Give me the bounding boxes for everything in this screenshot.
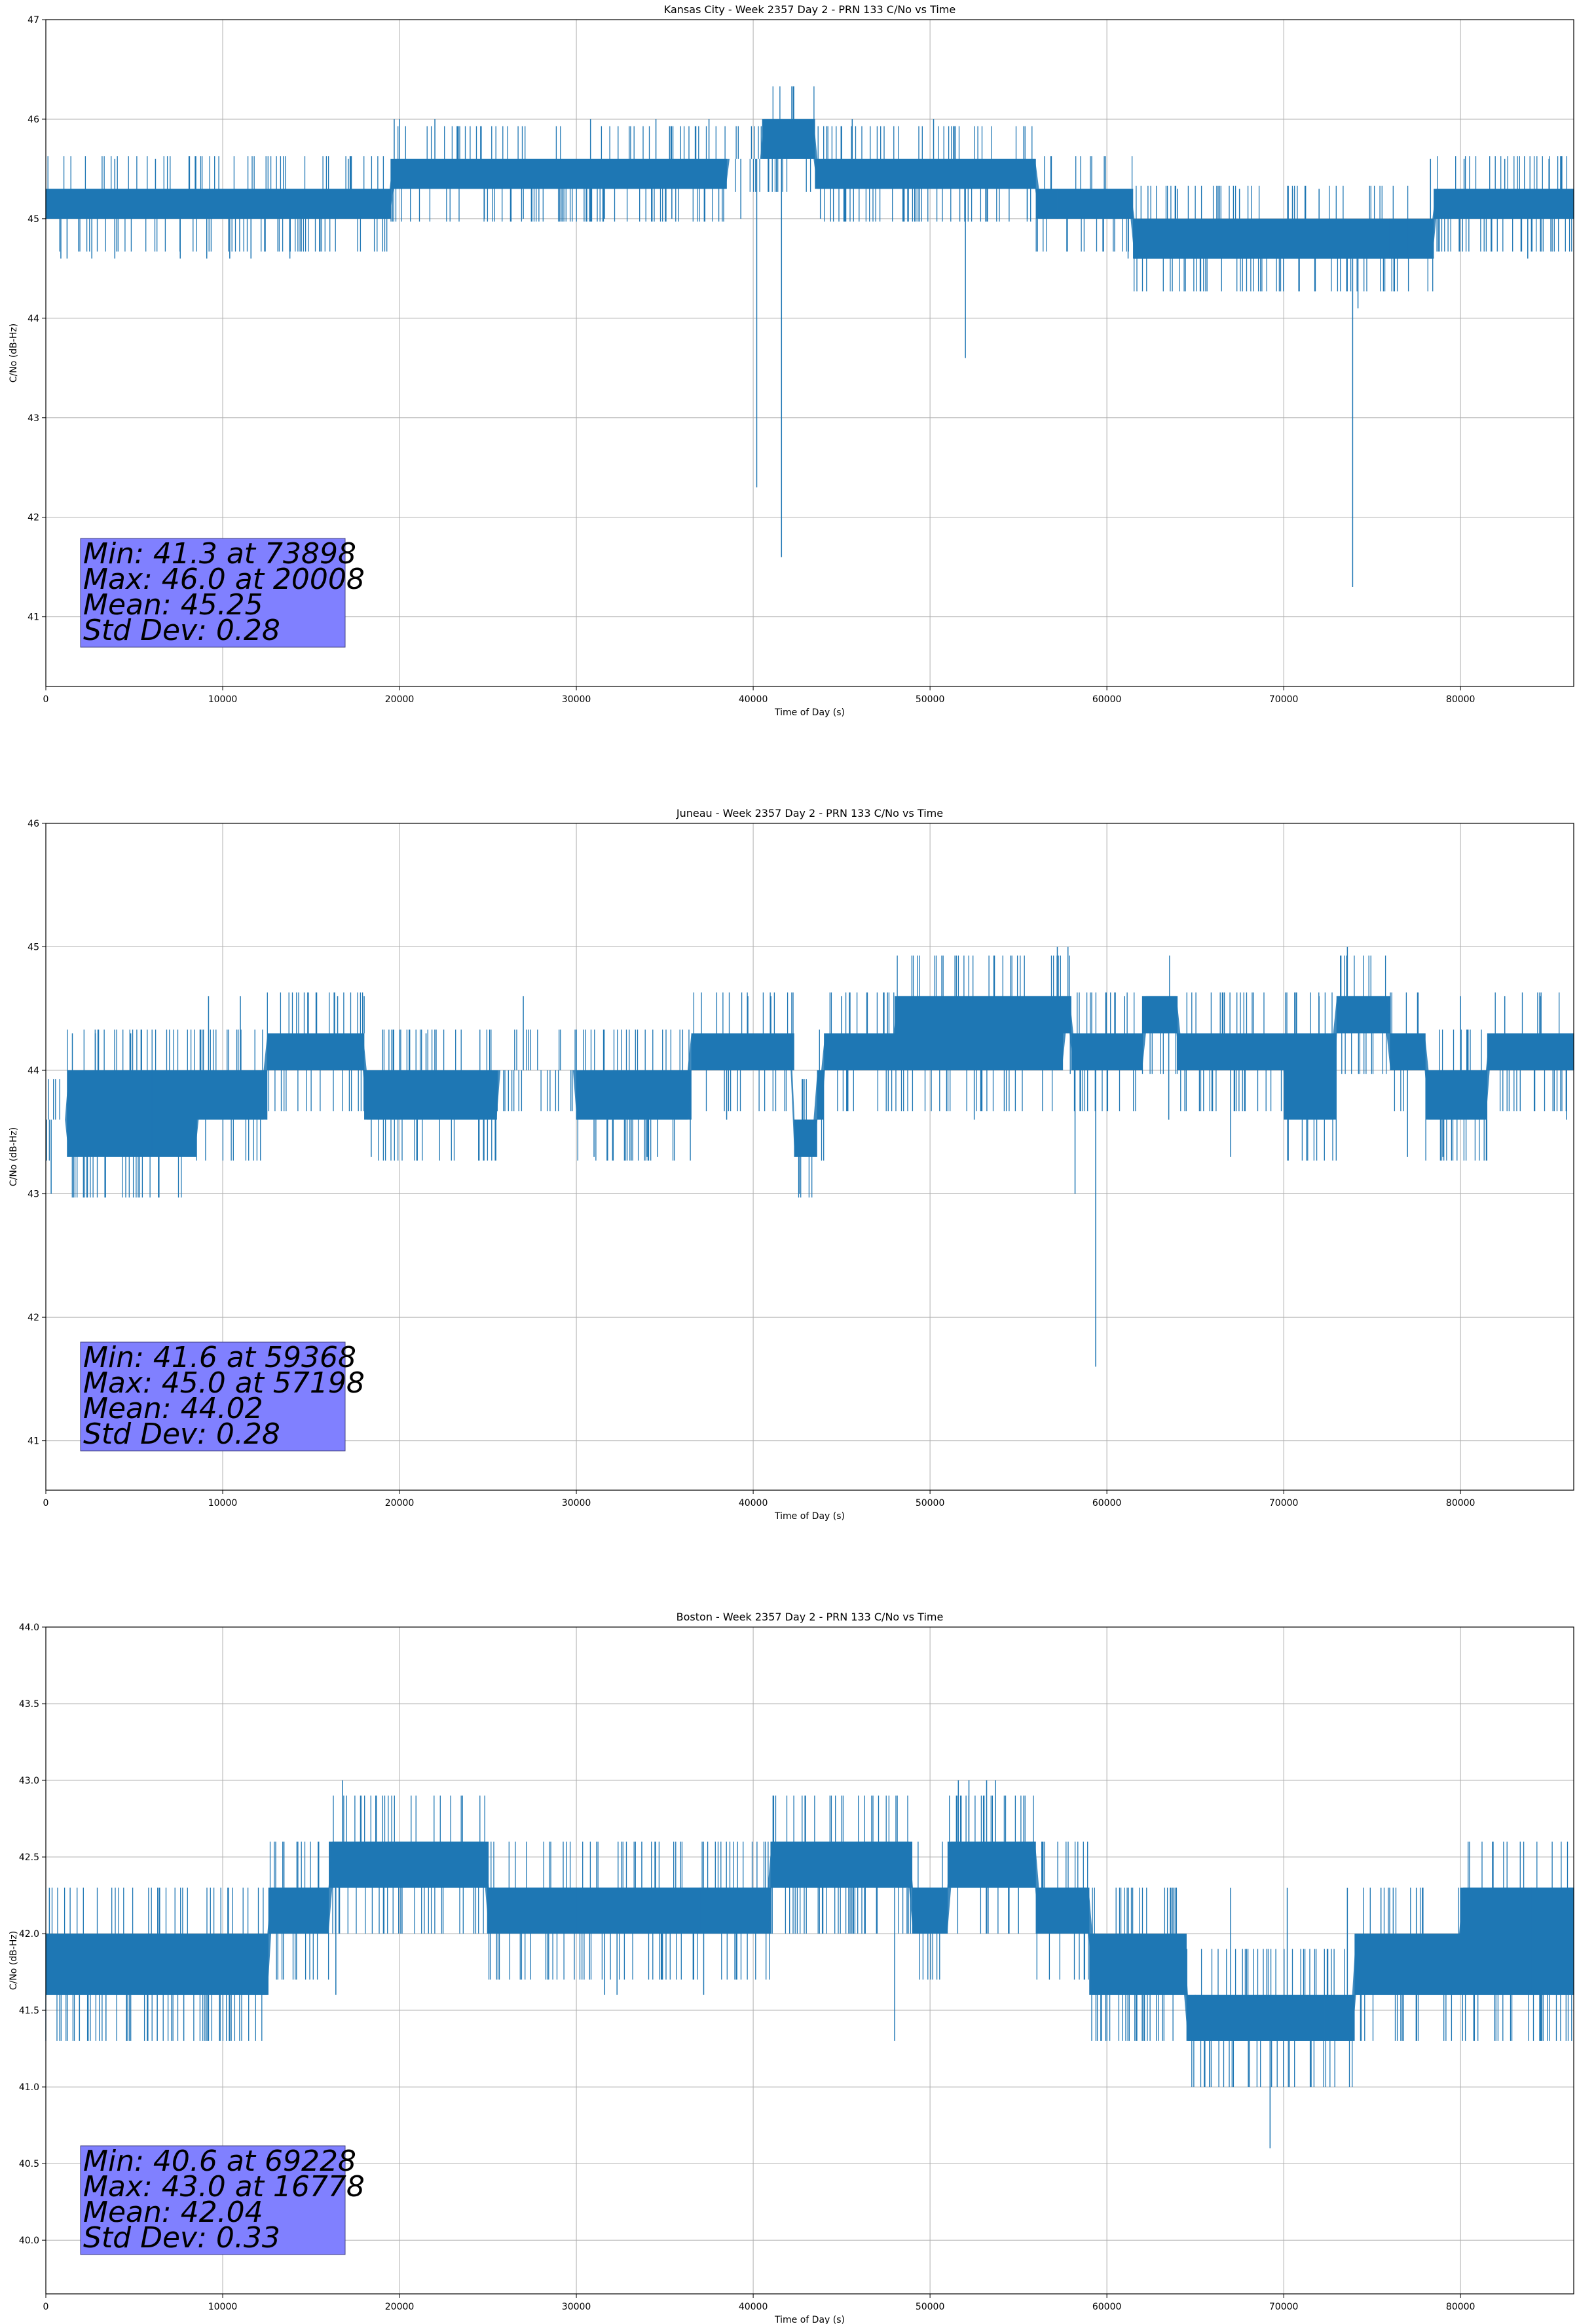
y-axis-label: C/No (dB-Hz) [9,1127,19,1186]
stat-std-dev: Std Dev: 0.28 [83,1417,280,1451]
stat-mean: Mean: 44.02 [83,1392,263,1425]
stats-box-background [80,1341,346,1452]
y-tick-label: 46 [28,115,39,125]
stat-max: Max: 46.0 at 20008 [83,563,365,596]
x-tick-label: 50000 [916,1498,945,1509]
stats-box: Min: 41.6 at 59368 Max: 45.0 at 57198 Me… [80,1341,365,1452]
plot-area: 0 10000 20000 30000 40000 50000 60000 70000 8000… [28,819,1574,1509]
y-tick-label: 43 [28,1190,39,1200]
stat-mean: Mean: 45.25 [83,588,263,622]
y-tick-label: 44.0 [19,1622,39,1633]
x-tick-label: 0 [43,2302,49,2312]
x-tick-label: 0 [43,1498,49,1509]
series-band [46,1841,1574,2041]
subplot-boston: Boston - Week 2357 Day 2 - PRN 133 C/No … [9,1611,1574,2324]
subplot-juneau: Juneau - Week 2357 Day 2 - PRN 133 C/No … [9,807,1574,1522]
x-tick-label: 70000 [1269,1498,1299,1509]
axes-frame [45,823,1574,1491]
x-tick-label: 20000 [385,2302,415,2312]
x-tick-label: 10000 [208,1498,238,1509]
x-tick-label: 50000 [916,2302,945,2312]
y-tick-label: 44 [28,1066,39,1076]
x-tick-label: 80000 [1446,2302,1475,2312]
x-tick-label: 20000 [385,1498,415,1509]
subplot-kansas-city: Kansas City - Week 2357 Day 2 - PRN 133 … [9,3,1574,718]
x-axis-label: Time of Day (s) [774,2315,845,2324]
stat-max: Max: 43.0 at 16778 [83,2170,365,2203]
y-tick-label: 45 [28,943,39,953]
x-tick-label: 20000 [385,694,415,705]
y-tick-label: 43 [28,413,39,424]
x-tick-label: 0 [43,694,49,705]
y-tick-label: 43.5 [19,1699,39,1710]
stats-box-background [80,538,346,648]
y-tick-label: 45 [28,214,39,225]
chart-title: Boston - Week 2357 Day 2 - PRN 133 C/No … [677,1611,944,1623]
y-axis-label: C/No (dB-Hz) [9,324,19,383]
chart-title: Kansas City - Week 2357 Day 2 - PRN 133 … [664,3,955,16]
x-tick-label: 60000 [1092,2302,1122,2312]
chart-title: Juneau - Week 2357 Day 2 - PRN 133 C/No … [676,807,943,819]
x-axis-label: Time of Day (s) [774,707,845,718]
stat-max: Max: 45.0 at 57198 [83,1366,365,1400]
y-tick-label: 46 [28,819,39,829]
x-tick-label: 10000 [208,694,238,705]
stat-std-dev: Std Dev: 0.33 [83,2221,280,2255]
x-tick-label: 80000 [1446,694,1475,705]
y-tick-label: 44 [28,314,39,324]
x-tick-label: 30000 [562,1498,591,1509]
x-tick-label: 30000 [562,694,591,705]
stat-std-dev: Std Dev: 0.28 [83,614,280,647]
x-tick-label: 40000 [739,1498,768,1509]
x-tick-label: 30000 [562,2302,591,2312]
x-axis-label: Time of Day (s) [774,1511,845,1522]
x-tick-label: 60000 [1092,1498,1122,1509]
x-tick-label: 70000 [1269,694,1299,705]
stats-box-background [80,2145,346,2255]
stat-min: Min: 41.6 at 59368 [83,1341,356,1374]
stat-mean: Mean: 42.04 [83,2196,263,2229]
x-tick-label: 10000 [208,2302,238,2312]
y-tick-label: 41.0 [19,2082,39,2093]
y-tick-label: 41 [28,612,39,623]
y-tick-label: 42.0 [19,1929,39,1940]
y-tick-label: 40.0 [19,2236,39,2246]
y-tick-label: 42.5 [19,1852,39,1863]
y-tick-label: 42 [28,1313,39,1323]
series-band [46,996,1574,1157]
x-tick-label: 40000 [739,2302,768,2312]
y-tick-label: 43.0 [19,1776,39,1786]
y-tick-label: 42 [28,513,39,523]
x-tick-label: 50000 [916,694,945,705]
y-tick-label: 47 [28,15,39,26]
y-tick-label: 40.5 [19,2159,39,2169]
series-band [46,119,1574,259]
axes-frame [45,19,1574,687]
stat-min: Min: 40.6 at 69228 [83,2145,356,2178]
y-tick-label: 41.5 [19,2006,39,2016]
x-tick-label: 80000 [1446,1498,1475,1509]
x-tick-label: 40000 [739,694,768,705]
x-tick-label: 70000 [1269,2302,1299,2312]
stats-box: Min: 41.3 at 73898 Max: 46.0 at 20008 Me… [80,537,365,648]
y-axis-label: C/No (dB-Hz) [9,1931,19,1990]
y-tick-label: 41 [28,1436,39,1447]
stat-min: Min: 41.3 at 73898 [83,537,356,571]
stats-box: Min: 40.6 at 69228 Max: 43.0 at 16778 Me… [80,2145,365,2255]
x-tick-label: 60000 [1092,694,1122,705]
axes-frame [45,1626,1574,2295]
